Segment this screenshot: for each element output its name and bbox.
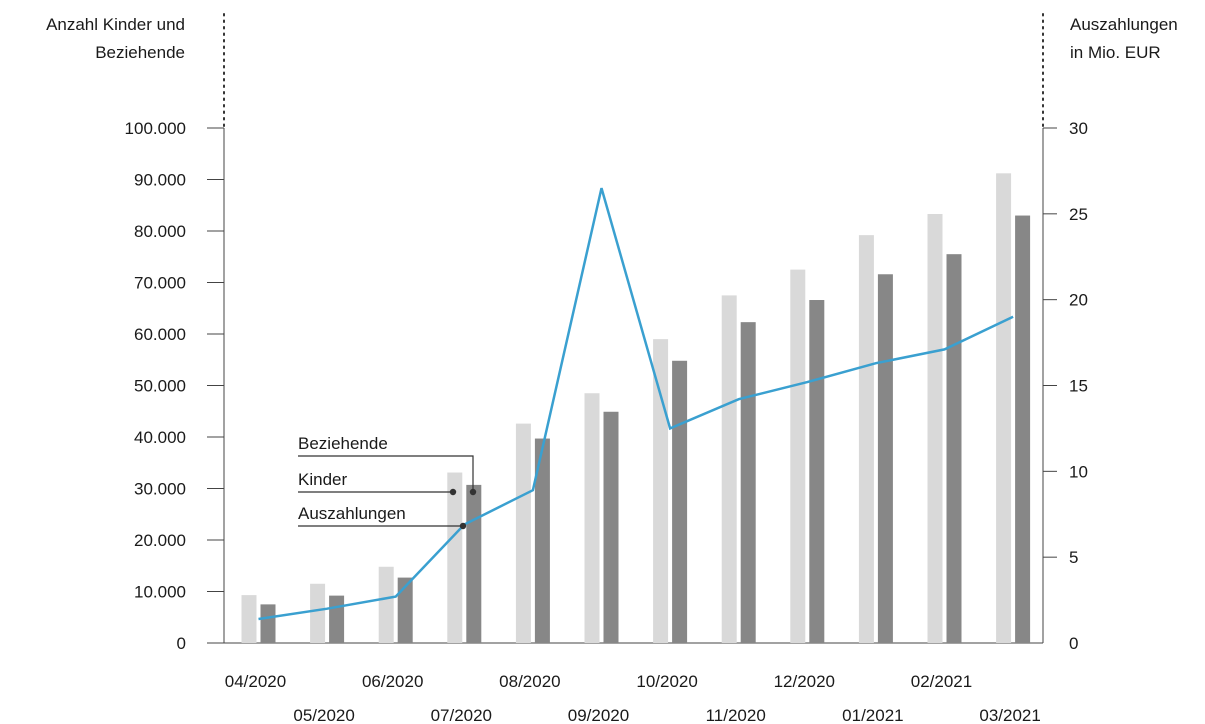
bar-kinder	[584, 393, 600, 643]
legend-callouts: Beziehende Kinder Auszahlungen	[298, 434, 477, 530]
left-tick-label: 70.000	[134, 274, 186, 293]
bar-series	[241, 173, 1031, 644]
bar-beziehende	[740, 322, 756, 643]
x-tick-label: 12/2020	[774, 672, 835, 691]
bar-kinder	[447, 472, 463, 643]
left-tick-label: 80.000	[134, 222, 186, 241]
bar-beziehende	[260, 604, 276, 643]
bar-kinder	[515, 423, 531, 643]
right-tick-label: 30	[1069, 119, 1088, 138]
x-tick-label: 05/2020	[293, 706, 354, 724]
bar-beziehende	[534, 438, 550, 643]
x-tick-label: 06/2020	[362, 672, 423, 691]
right-tick-label: 10	[1069, 462, 1088, 481]
line-auszahlungen	[258, 187, 1014, 621]
legend-beziehende-dot	[469, 488, 477, 496]
bar-kinder	[858, 235, 874, 643]
right-tick-label: 20	[1069, 291, 1088, 310]
bar-kinder	[378, 566, 394, 643]
legend-kinder-dot	[449, 488, 457, 496]
right-tick-label: 15	[1069, 377, 1088, 396]
left-tick-label: 40.000	[134, 428, 186, 447]
bar-beziehende	[672, 360, 688, 643]
bar-kinder	[653, 339, 669, 643]
x-tick-label: 11/2020	[706, 706, 766, 724]
bar-beziehende	[1015, 215, 1031, 644]
bar-kinder	[790, 269, 806, 643]
right-tick-label: 25	[1069, 205, 1088, 224]
bar-beziehende	[397, 577, 413, 643]
right-axis-title-line2: in Mio. EUR	[1070, 43, 1161, 62]
bar-beziehende	[466, 484, 482, 643]
legend-beziehende-leader	[298, 455, 474, 492]
x-tick-label: 10/2020	[636, 672, 697, 691]
left-tick-label: 90.000	[134, 171, 186, 190]
x-tick-label: 02/2021	[911, 672, 972, 691]
bar-kinder	[310, 583, 326, 643]
bar-beziehende	[603, 411, 619, 643]
left-tick-label: 10.000	[134, 583, 186, 602]
legend-auszahlungen-dot	[459, 522, 467, 530]
left-axis-ticks: 0 10.000 20.000 30.000 40.000 50.000 60.000 70.…	[125, 119, 224, 653]
x-tick-label: 04/2020	[225, 672, 286, 691]
bar-kinder	[721, 295, 737, 643]
legend-kinder-label: Kinder	[298, 470, 347, 489]
bar-beziehende	[946, 254, 962, 644]
left-tick-label: 20.000	[134, 531, 186, 550]
line-series	[258, 187, 1014, 621]
left-tick-label: 30.000	[134, 480, 186, 499]
left-tick-label: 50.000	[134, 377, 186, 396]
left-tick-label: 60.000	[134, 325, 186, 344]
left-tick-label: 100.000	[125, 119, 186, 138]
left-tick-label: 0	[177, 634, 186, 653]
bar-beziehende	[877, 274, 893, 643]
x-tick-label: 03/2021	[979, 706, 1040, 724]
x-tick-label: 01/2021	[842, 706, 903, 724]
left-axis-title-line1: Anzahl Kinder und	[46, 15, 185, 34]
right-axis-title-line1: Auszahlungen	[1070, 15, 1178, 34]
x-tick-label: 09/2020	[568, 706, 629, 724]
legend-beziehende-label: Beziehende	[298, 434, 388, 453]
right-axis-ticks: 0 5 10 15 20 25 30	[1043, 119, 1088, 653]
bar-kinder	[927, 214, 943, 643]
bar-beziehende	[329, 595, 345, 643]
x-tick-label: 08/2020	[499, 672, 560, 691]
right-tick-label: 0	[1069, 634, 1078, 653]
bar-kinder	[241, 595, 257, 643]
x-tick-label: 07/2020	[431, 706, 492, 724]
right-tick-label: 5	[1069, 548, 1078, 567]
x-axis-labels: 04/2020 05/2020 06/2020 07/2020 08/2020 09/20…	[225, 672, 1041, 724]
bar-kinder	[996, 173, 1012, 643]
bar-beziehende	[809, 300, 825, 643]
legend-auszahlungen-label: Auszahlungen	[298, 504, 406, 523]
left-axis-title-line2: Beziehende	[95, 43, 185, 62]
